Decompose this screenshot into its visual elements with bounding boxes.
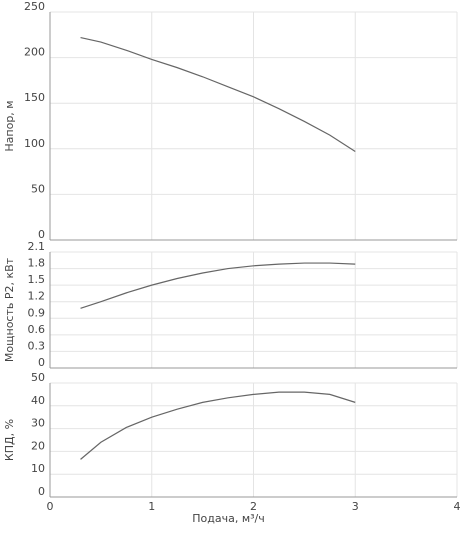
y-tick-label: 250 [24,0,45,13]
y-tick-label: 1.5 [28,273,46,286]
y-tick-label: 150 [24,91,45,104]
y-tick-label: 0 [38,356,45,369]
y-tick-label: 1.2 [28,290,46,303]
y-tick-label: 0 [38,485,45,498]
y-tick-label: 50 [31,371,45,384]
y-tick-label: 0.6 [28,323,46,336]
y-tick-label: 10 [31,462,45,475]
y-axis-label: КПД, % [3,419,16,461]
y-tick-label: 100 [24,137,45,150]
line-series [80,391,356,460]
x-tick-label: 2 [250,500,257,513]
y-axis-label: Напор, м [3,100,16,151]
y-tick-label: 0 [38,228,45,241]
y-tick-label: 50 [31,182,45,195]
line-series [80,262,356,309]
y-tick-label: 200 [24,46,45,59]
y-tick-label: 1.8 [28,257,46,270]
x-tick-label: 1 [148,500,155,513]
x-tick-label: 0 [47,500,54,513]
x-axis-label: Подача, м³/ч [192,512,265,525]
line-series [80,36,356,153]
x-tick-label: 3 [352,500,359,513]
y-axis-label: Мощность P2, кВт [3,257,16,362]
y-tick-label: 30 [31,417,45,430]
y-tick-label: 20 [31,439,45,452]
y-tick-label: 0.3 [28,339,46,352]
x-tick-label: 4 [454,500,461,513]
y-tick-label: 40 [31,394,45,407]
y-tick-label: 2.1 [28,240,46,253]
y-tick-label: 0.9 [28,306,46,319]
